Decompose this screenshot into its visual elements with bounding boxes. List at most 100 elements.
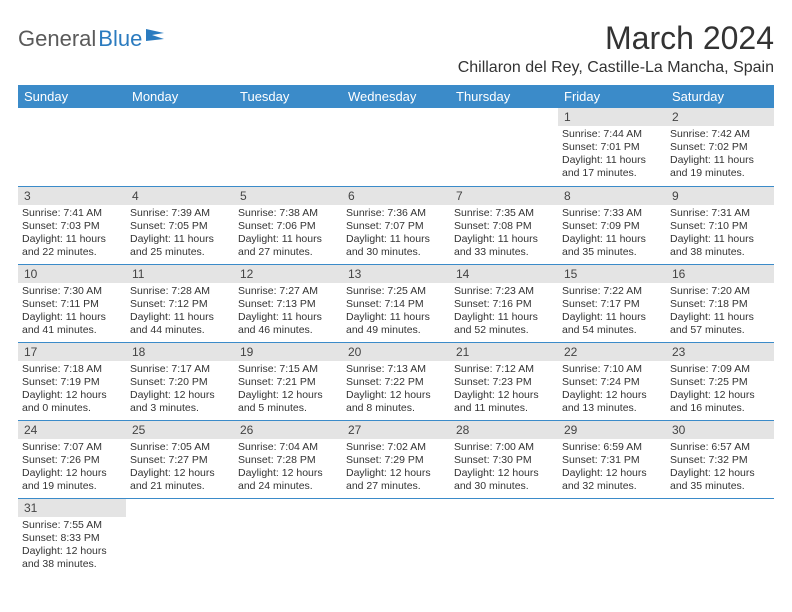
day-info: Sunrise: 7:20 AMSunset: 7:18 PMDaylight:… <box>666 283 774 342</box>
calendar-cell: 22Sunrise: 7:10 AMSunset: 7:24 PMDayligh… <box>558 342 666 420</box>
daylight-text: Daylight: 11 hours and 25 minutes. <box>130 233 230 259</box>
calendar-cell: 7Sunrise: 7:35 AMSunset: 7:08 PMDaylight… <box>450 186 558 264</box>
sunset-text: Sunset: 7:01 PM <box>562 141 662 154</box>
sunset-text: Sunset: 8:33 PM <box>22 532 122 545</box>
day-info: Sunrise: 6:59 AMSunset: 7:31 PMDaylight:… <box>558 439 666 498</box>
sunset-text: Sunset: 7:11 PM <box>22 298 122 311</box>
calendar-cell: 31Sunrise: 7:55 AMSunset: 8:33 PMDayligh… <box>18 498 126 576</box>
sunset-text: Sunset: 7:23 PM <box>454 376 554 389</box>
sunset-text: Sunset: 7:30 PM <box>454 454 554 467</box>
daylight-text: Daylight: 12 hours and 32 minutes. <box>562 467 662 493</box>
daylight-text: Daylight: 12 hours and 11 minutes. <box>454 389 554 415</box>
day-info: Sunrise: 7:15 AMSunset: 7:21 PMDaylight:… <box>234 361 342 420</box>
calendar-cell: 19Sunrise: 7:15 AMSunset: 7:21 PMDayligh… <box>234 342 342 420</box>
calendar-cell: 3Sunrise: 7:41 AMSunset: 7:03 PMDaylight… <box>18 186 126 264</box>
daylight-text: Daylight: 11 hours and 49 minutes. <box>346 311 446 337</box>
daylight-text: Daylight: 11 hours and 19 minutes. <box>670 154 770 180</box>
calendar-week-row: 17Sunrise: 7:18 AMSunset: 7:19 PMDayligh… <box>18 342 774 420</box>
calendar-cell <box>126 108 234 186</box>
day-number: 19 <box>234 343 342 361</box>
calendar-cell: 29Sunrise: 6:59 AMSunset: 7:31 PMDayligh… <box>558 420 666 498</box>
sunset-text: Sunset: 7:08 PM <box>454 220 554 233</box>
weekday-header: Saturday <box>666 85 774 108</box>
day-number: 27 <box>342 421 450 439</box>
day-info: Sunrise: 7:23 AMSunset: 7:16 PMDaylight:… <box>450 283 558 342</box>
sunset-text: Sunset: 7:02 PM <box>670 141 770 154</box>
calendar-cell: 26Sunrise: 7:04 AMSunset: 7:28 PMDayligh… <box>234 420 342 498</box>
day-number: 2 <box>666 108 774 126</box>
sunset-text: Sunset: 7:20 PM <box>130 376 230 389</box>
sunset-text: Sunset: 7:31 PM <box>562 454 662 467</box>
sunrise-text: Sunrise: 7:13 AM <box>346 363 446 376</box>
sunrise-text: Sunrise: 7:22 AM <box>562 285 662 298</box>
sunrise-text: Sunrise: 7:05 AM <box>130 441 230 454</box>
calendar-cell: 21Sunrise: 7:12 AMSunset: 7:23 PMDayligh… <box>450 342 558 420</box>
day-info: Sunrise: 7:33 AMSunset: 7:09 PMDaylight:… <box>558 205 666 264</box>
day-info: Sunrise: 7:09 AMSunset: 7:25 PMDaylight:… <box>666 361 774 420</box>
sunset-text: Sunset: 7:22 PM <box>346 376 446 389</box>
calendar-cell: 11Sunrise: 7:28 AMSunset: 7:12 PMDayligh… <box>126 264 234 342</box>
day-number: 22 <box>558 343 666 361</box>
daylight-text: Daylight: 11 hours and 46 minutes. <box>238 311 338 337</box>
logo: General Blue <box>18 26 166 52</box>
sunrise-text: Sunrise: 7:15 AM <box>238 363 338 376</box>
day-number: 11 <box>126 265 234 283</box>
day-info: Sunrise: 7:39 AMSunset: 7:05 PMDaylight:… <box>126 205 234 264</box>
day-info: Sunrise: 7:38 AMSunset: 7:06 PMDaylight:… <box>234 205 342 264</box>
day-info: Sunrise: 7:17 AMSunset: 7:20 PMDaylight:… <box>126 361 234 420</box>
sunrise-text: Sunrise: 7:09 AM <box>670 363 770 376</box>
day-info: Sunrise: 7:41 AMSunset: 7:03 PMDaylight:… <box>18 205 126 264</box>
calendar-cell <box>234 498 342 576</box>
day-number: 25 <box>126 421 234 439</box>
sunrise-text: Sunrise: 7:18 AM <box>22 363 122 376</box>
daylight-text: Daylight: 12 hours and 13 minutes. <box>562 389 662 415</box>
day-info: Sunrise: 7:27 AMSunset: 7:13 PMDaylight:… <box>234 283 342 342</box>
day-info: Sunrise: 6:57 AMSunset: 7:32 PMDaylight:… <box>666 439 774 498</box>
day-info: Sunrise: 7:05 AMSunset: 7:27 PMDaylight:… <box>126 439 234 498</box>
calendar-cell: 20 Sunrise: 7:13 AMSunset: 7:22 PMDayligh… <box>342 342 450 420</box>
calendar-cell: 30Sunrise: 6:57 AMSunset: 7:32 PMDayligh… <box>666 420 774 498</box>
day-number: 20 <box>342 343 450 361</box>
day-info: Sunrise: 7:07 AMSunset: 7:26 PMDaylight:… <box>18 439 126 498</box>
day-info: Sunrise: 7:00 AMSunset: 7:30 PMDaylight:… <box>450 439 558 498</box>
daylight-text: Daylight: 12 hours and 5 minutes. <box>238 389 338 415</box>
daylight-text: Daylight: 11 hours and 41 minutes. <box>22 311 122 337</box>
sunrise-text: Sunrise: 7:17 AM <box>130 363 230 376</box>
day-info: Sunrise: 7:12 AMSunset: 7:23 PMDaylight:… <box>450 361 558 420</box>
day-info: Sunrise: 7:22 AMSunset: 7:17 PMDaylight:… <box>558 283 666 342</box>
logo-text-general: General <box>18 26 96 52</box>
sunset-text: Sunset: 7:03 PM <box>22 220 122 233</box>
calendar-cell <box>18 108 126 186</box>
calendar-cell: 27Sunrise: 7:02 AMSunset: 7:29 PMDayligh… <box>342 420 450 498</box>
day-info: Sunrise: 7:35 AMSunset: 7:08 PMDaylight:… <box>450 205 558 264</box>
calendar-cell: 6Sunrise: 7:36 AMSunset: 7:07 PMDaylight… <box>342 186 450 264</box>
weekday-header: Thursday <box>450 85 558 108</box>
day-info: Sunrise: 7:18 AMSunset: 7:19 PMDaylight:… <box>18 361 126 420</box>
sunrise-text: Sunrise: 7:38 AM <box>238 207 338 220</box>
weekday-header: Tuesday <box>234 85 342 108</box>
sunset-text: Sunset: 7:24 PM <box>562 376 662 389</box>
sunrise-text: Sunrise: 7:42 AM <box>670 128 770 141</box>
daylight-text: Daylight: 12 hours and 21 minutes. <box>130 467 230 493</box>
calendar-cell: 1Sunrise: 7:44 AMSunset: 7:01 PMDaylight… <box>558 108 666 186</box>
day-number: 3 <box>18 187 126 205</box>
sunset-text: Sunset: 7:17 PM <box>562 298 662 311</box>
calendar-cell: 23Sunrise: 7:09 AMSunset: 7:25 PMDayligh… <box>666 342 774 420</box>
day-number: 31 <box>18 499 126 517</box>
day-number: 5 <box>234 187 342 205</box>
title-block: March 2024 Chillaron del Rey, Castille-L… <box>458 20 774 77</box>
sunrise-text: Sunrise: 7:20 AM <box>670 285 770 298</box>
day-number: 21 <box>450 343 558 361</box>
logo-text-blue: Blue <box>98 26 142 52</box>
daylight-text: Daylight: 12 hours and 8 minutes. <box>346 389 446 415</box>
daylight-text: Daylight: 12 hours and 38 minutes. <box>22 545 122 571</box>
sunrise-text: Sunrise: 6:57 AM <box>670 441 770 454</box>
sunrise-text: Sunrise: 7:23 AM <box>454 285 554 298</box>
sunset-text: Sunset: 7:13 PM <box>238 298 338 311</box>
calendar-table: Sunday Monday Tuesday Wednesday Thursday… <box>18 85 774 576</box>
sunset-text: Sunset: 7:19 PM <box>22 376 122 389</box>
calendar-cell <box>342 108 450 186</box>
calendar-cell: 25Sunrise: 7:05 AMSunset: 7:27 PMDayligh… <box>126 420 234 498</box>
day-number: 12 <box>234 265 342 283</box>
sunrise-text: Sunrise: 7:41 AM <box>22 207 122 220</box>
